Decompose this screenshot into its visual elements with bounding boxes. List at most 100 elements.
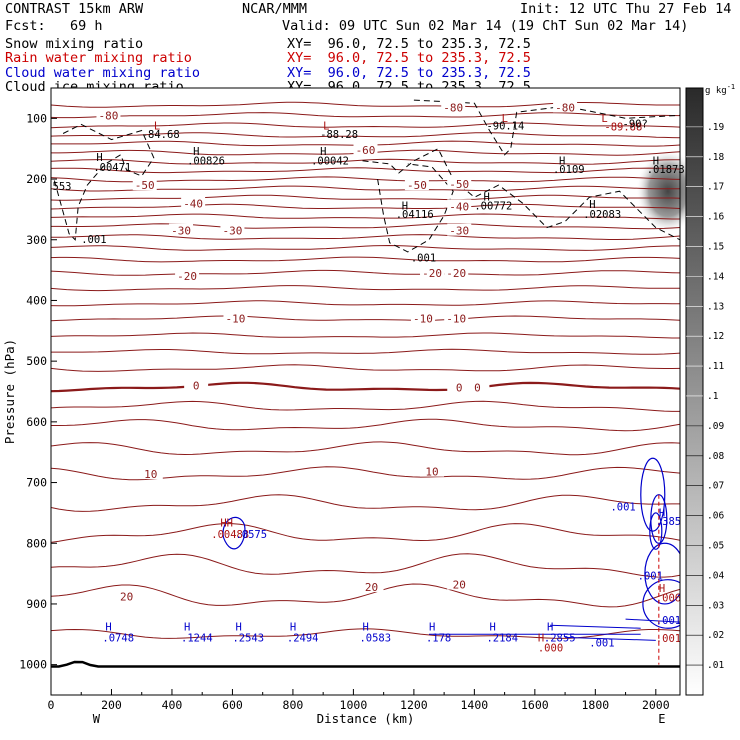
cloud-water-contour [644,542,680,605]
isotherm-label: -80 [443,101,463,114]
isotherm-label: -30 [171,225,191,238]
annotations: -80-80 -80-60-50 -50 -50-40 -40-30 -30 -30-20-… [53,100,685,654]
x-tick-label: 600 [222,698,243,712]
isotherm-line [51,158,680,165]
contour-annotation: H [653,155,659,167]
colorbar-tick-label: .18 [707,152,724,163]
isotherm-label: -60 [356,144,376,157]
contour-annotation: H [659,583,665,595]
isotherm-label: -20 [422,267,442,280]
isotherm-line [51,381,680,393]
isotherm-label-bg [114,589,139,602]
colorbar-tick-label: .1 [707,391,719,402]
isotherm-label-bg [447,577,472,590]
x-tick-label: 800 [283,698,304,712]
colorbar-tick-label: .08 [707,451,724,462]
isotherm-line [51,213,680,220]
x-tick-label: 0 [48,698,55,712]
field-xy-cloudwater: XY= 96.0, 72.5 to 235.3, 72.5 [287,65,531,81]
isotherm-label: -50 [135,179,155,192]
colorbar-tick-label: .17 [707,182,724,193]
isotherm-line [51,122,680,129]
contour-annotation: .001 [589,637,614,649]
colorbar-tick-label: .12 [707,331,724,342]
contour-annotation: -84.68 [142,129,180,141]
isotherm-label: 0 [474,381,481,394]
x-tick-label: 1000 [340,698,368,712]
cloud-water-contour [625,618,680,623]
isotherm-line [51,418,680,432]
isotherm-line [51,167,680,174]
isotherm-label: 10 [144,468,157,481]
contour-annotation: .0748 [102,633,134,645]
isotherm-line [51,553,680,578]
y-axis-label: Pressure (hPa) [2,339,17,444]
colorbar-tick-label: .14 [707,271,724,282]
cloud-ice-contour [362,148,680,241]
y-tick-label: 500 [26,354,47,368]
x-tick-label: 1400 [461,698,489,712]
isotherm-label-bg [353,142,378,155]
colorbar-tick-label: .16 [707,212,724,223]
contour-annotation: -90.14 [486,120,524,132]
contour-annotation: .001 [638,571,663,583]
isotherm-label: -10 [446,313,466,326]
x-tick-label: 400 [162,698,183,712]
isotherm-label-bg [420,266,445,279]
isotherm-label: 10 [425,466,438,479]
isotherm-line [51,315,680,322]
y-tick-label: 300 [26,233,47,247]
isotherm-label: -30 [449,225,469,238]
y-tick-label: 600 [26,415,47,429]
colorbar-tick-label: .13 [707,301,724,312]
isotherm-label-bg [447,199,472,212]
contour-annotation: -90? [623,118,648,130]
contour-annotation: .001 [610,501,635,513]
colorbar-tick-label: .01 [707,660,724,671]
x-tick-label: 1600 [521,698,549,712]
forecast-hour: Fcst: 69 h [5,18,103,34]
field-xy-rain: XY= 96.0, 72.5 to 235.3, 72.5 [287,50,531,66]
contour-annotation: H [320,146,326,158]
cloud-ice-contour [377,163,454,253]
isotherm-label-bg [169,223,194,236]
contour-annotation: .2855 [544,633,576,645]
isotherm-label-bg [175,269,200,282]
contour-annotation: H [589,199,595,211]
isotherm-line [51,244,680,251]
contour-annotation: H [547,622,553,634]
isotherm-label: -10 [226,313,246,326]
isotherm-label-bg [444,266,469,279]
x-axis-label: Distance (km) [317,711,415,726]
cloud-water-contour [649,512,663,550]
isotherm-label: 0 [456,381,463,394]
isotherm-line [51,132,680,139]
colorbar-tick-label: .09 [707,421,724,432]
field-label-rain: Rain water mixing ratio [5,50,192,66]
axes: 0 200 400 600 800 1000 1200 1400 1600 1800 2000100… [2,87,681,726]
cloud-water-contour [640,457,666,532]
contour-annotation: .178 [426,633,451,645]
isotherm-line [51,332,680,339]
isotherm-label-bg [441,100,466,113]
isotherm-line [51,523,680,543]
contour-annotation: .01873 [647,164,685,176]
cloud-water-contour [565,636,656,641]
y-tick-label: 1000 [19,658,47,672]
colorbar-tick-label: .15 [707,241,724,252]
isotherm-label: -20 [177,270,197,283]
colorbar-tick-label: .06 [707,511,724,522]
isotherm-label: -30 [223,225,243,238]
cloud-ice-shading [635,149,700,234]
isotherm-label: -40 [449,200,469,213]
contour-annotation: HH [220,517,233,529]
isotherm-line [51,364,680,372]
isotherm-line [51,234,680,240]
west-label: W [93,712,101,726]
colorbar-tick-label: .04 [707,570,724,581]
colorbar-unit: g kg-1 [705,83,735,96]
contour-annotation: .02083 [583,209,621,221]
isotherm-label-bg [359,579,384,592]
contour-annotation: L [154,120,160,132]
